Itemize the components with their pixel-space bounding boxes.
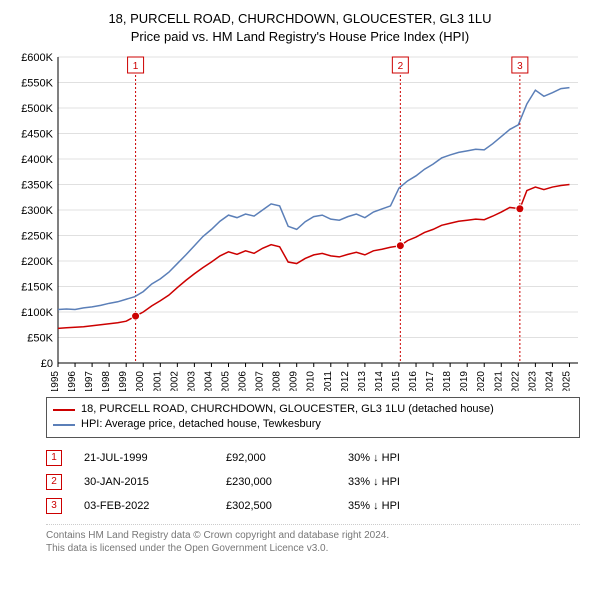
sale-price-3: £302,500 — [226, 500, 326, 512]
svg-text:2010: 2010 — [306, 371, 317, 391]
svg-text:£400K: £400K — [21, 154, 53, 166]
sale-marker-1: 1 — [46, 450, 62, 466]
svg-text:1999: 1999 — [118, 371, 129, 391]
line-chart-svg: £0 £50K £100K £150K £200K £250K £300K £350K £400… — [10, 51, 590, 391]
sale-price-1: £92,000 — [226, 452, 326, 464]
legend-swatch-property — [53, 409, 75, 411]
svg-text:2016: 2016 — [408, 371, 419, 391]
svg-text:2: 2 — [398, 61, 404, 72]
svg-text:2017: 2017 — [425, 371, 436, 391]
svg-text:£50K: £50K — [27, 333, 53, 345]
sale-hpi-2: 33% ↓ HPI — [348, 476, 448, 488]
legend: 18, PURCELL ROAD, CHURCHDOWN, GLOUCESTER… — [46, 397, 580, 438]
svg-text:2020: 2020 — [476, 371, 487, 391]
svg-text:£150K: £150K — [21, 282, 53, 294]
sales-table: 1 21-JUL-1999 £92,000 30% ↓ HPI 2 30-JAN… — [46, 446, 580, 518]
chart-container: 18, PURCELL ROAD, CHURCHDOWN, GLOUCESTER… — [0, 0, 600, 564]
svg-text:£0: £0 — [41, 358, 53, 370]
svg-text:1997: 1997 — [84, 371, 95, 391]
legend-label-hpi: HPI: Average price, detached house, Tewk… — [81, 417, 321, 432]
svg-text:1: 1 — [133, 61, 139, 72]
svg-text:2018: 2018 — [442, 371, 453, 391]
svg-text:£300K: £300K — [21, 205, 53, 217]
legend-row-hpi: HPI: Average price, detached house, Tewk… — [53, 417, 573, 432]
svg-text:2021: 2021 — [493, 371, 504, 391]
svg-text:£500K: £500K — [21, 103, 53, 115]
svg-text:2023: 2023 — [527, 371, 538, 391]
sale-price-2: £230,000 — [226, 476, 326, 488]
svg-text:1995: 1995 — [50, 371, 61, 391]
sale-date-3: 03-FEB-2022 — [84, 500, 204, 512]
chart-area: £0 £50K £100K £150K £200K £250K £300K £350K £400… — [10, 51, 590, 391]
svg-text:2000: 2000 — [135, 371, 146, 391]
sale-row-3: 3 03-FEB-2022 £302,500 35% ↓ HPI — [46, 494, 580, 518]
sale-date-2: 30-JAN-2015 — [84, 476, 204, 488]
svg-text:2001: 2001 — [152, 371, 163, 391]
sale-marker-2: 2 — [46, 474, 62, 490]
svg-text:2012: 2012 — [340, 371, 351, 391]
svg-text:2011: 2011 — [323, 371, 334, 391]
svg-text:2015: 2015 — [391, 371, 402, 391]
svg-text:2025: 2025 — [561, 371, 572, 391]
sale-row-2: 2 30-JAN-2015 £230,000 33% ↓ HPI — [46, 470, 580, 494]
svg-text:2006: 2006 — [238, 371, 249, 391]
svg-text:3: 3 — [517, 61, 523, 72]
footnote: Contains HM Land Registry data © Crown c… — [46, 524, 580, 556]
svg-text:2019: 2019 — [459, 371, 470, 391]
svg-text:2007: 2007 — [255, 371, 266, 391]
svg-text:£250K: £250K — [21, 231, 53, 243]
title-line1: 18, PURCELL ROAD, CHURCHDOWN, GLOUCESTER… — [10, 10, 590, 28]
sale-row-1: 1 21-JUL-1999 £92,000 30% ↓ HPI — [46, 446, 580, 470]
svg-text:1996: 1996 — [67, 371, 78, 391]
legend-row-property: 18, PURCELL ROAD, CHURCHDOWN, GLOUCESTER… — [53, 402, 573, 417]
svg-text:2022: 2022 — [510, 371, 521, 391]
svg-text:£450K: £450K — [21, 129, 53, 141]
svg-text:2024: 2024 — [544, 371, 555, 391]
svg-text:2013: 2013 — [357, 371, 368, 391]
sale-marker-3: 3 — [46, 498, 62, 514]
legend-label-property: 18, PURCELL ROAD, CHURCHDOWN, GLOUCESTER… — [81, 402, 494, 417]
sale-date-1: 21-JUL-1999 — [84, 452, 204, 464]
svg-text:£600K: £600K — [21, 52, 53, 64]
sale-hpi-3: 35% ↓ HPI — [348, 500, 448, 512]
svg-text:£550K: £550K — [21, 78, 53, 90]
svg-text:2003: 2003 — [186, 371, 197, 391]
svg-text:£350K: £350K — [21, 180, 53, 192]
footnote-line1: Contains HM Land Registry data © Crown c… — [46, 529, 580, 543]
svg-text:2004: 2004 — [203, 371, 214, 391]
svg-text:2014: 2014 — [374, 371, 385, 391]
legend-swatch-hpi — [53, 424, 75, 426]
title-line2: Price paid vs. HM Land Registry's House … — [10, 28, 590, 46]
chart-title: 18, PURCELL ROAD, CHURCHDOWN, GLOUCESTER… — [10, 10, 590, 45]
svg-text:1998: 1998 — [101, 371, 112, 391]
svg-text:2002: 2002 — [169, 371, 180, 391]
svg-text:2005: 2005 — [220, 371, 231, 391]
svg-text:2009: 2009 — [289, 371, 300, 391]
svg-text:£200K: £200K — [21, 256, 53, 268]
svg-text:£100K: £100K — [21, 307, 53, 319]
footnote-line2: This data is licensed under the Open Gov… — [46, 542, 580, 556]
svg-text:2008: 2008 — [272, 371, 283, 391]
sale-hpi-1: 30% ↓ HPI — [348, 452, 448, 464]
